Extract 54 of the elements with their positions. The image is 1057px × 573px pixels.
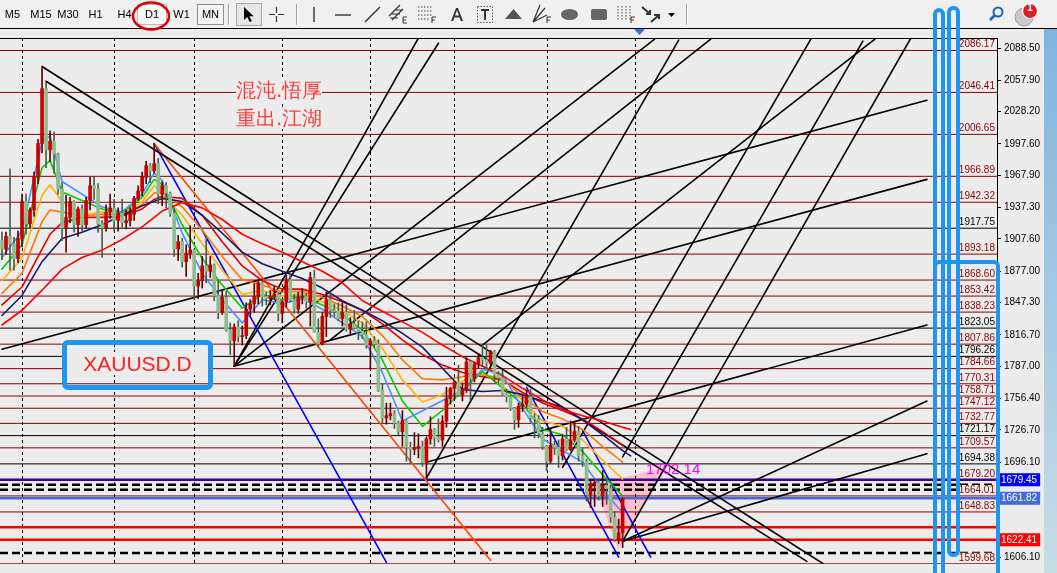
annotation: 1622.41 xyxy=(1001,534,1038,546)
y-tick-label: 1907.60 xyxy=(1004,232,1041,244)
ref-line-label: 2086.17 xyxy=(958,38,996,50)
ref-line-label: 1784.66 xyxy=(958,356,996,368)
y-tick-label: 1787.00 xyxy=(1004,359,1041,371)
text: H4 xyxy=(116,8,133,21)
annotation: 1679.45 xyxy=(1001,473,1038,485)
text: M30 xyxy=(56,8,80,21)
text: W1 xyxy=(172,8,191,21)
text: M5 xyxy=(3,8,22,21)
ref-line-label: 1966.89 xyxy=(958,164,996,176)
text: H1 xyxy=(87,8,104,21)
y-tick-label: 2028.20 xyxy=(1004,105,1041,117)
y-tick-label: 1606.10 xyxy=(1004,550,1041,562)
y-tick-label: 2057.90 xyxy=(1004,74,1041,86)
annotation: 混沌.悟厚 xyxy=(236,78,323,102)
annotation: XAUUSD.D xyxy=(67,352,208,376)
ref-line-label: 1823.05 xyxy=(958,315,996,327)
ref-line-label: 1709.57 xyxy=(958,435,996,447)
y-tick-label: 1997.60 xyxy=(1004,137,1041,149)
ref-line-label: 1732.77 xyxy=(958,411,996,423)
ref-line-label: 1807.86 xyxy=(958,331,996,343)
text: 1 xyxy=(1026,2,1034,14)
ref-line-label: 1838.23 xyxy=(958,299,996,311)
text: D1 xyxy=(143,8,161,21)
y-tick-label: 1816.70 xyxy=(1004,328,1041,340)
ref-line-label: 1917.75 xyxy=(958,215,996,227)
ref-line-label: 1599.68 xyxy=(958,551,996,563)
y-tick-label: 1696.10 xyxy=(1004,455,1041,467)
ref-line-label: 1942.32 xyxy=(958,190,996,202)
text: M15 xyxy=(29,8,53,21)
ref-line-label: 1747.12 xyxy=(958,395,996,407)
ref-line-label: 1648.83 xyxy=(958,499,996,511)
ref-line-label: 1664.01 xyxy=(958,483,996,495)
y-tick-label: 1726.70 xyxy=(1004,423,1041,435)
ref-line-label: 1694.38 xyxy=(958,451,996,463)
ref-line-label: 1796.26 xyxy=(958,344,996,356)
annotation: 重出.江湖 xyxy=(236,106,323,130)
ref-line-label: 1679.20 xyxy=(958,467,996,479)
ref-line-label: 1770.31 xyxy=(958,371,996,383)
y-tick-label: 1967.90 xyxy=(1004,169,1041,181)
y-tick-label: 1756.40 xyxy=(1004,392,1041,404)
ref-line-label: 1758.71 xyxy=(958,383,996,395)
ref-line-label: 1868.60 xyxy=(958,267,996,279)
y-tick-label: 1877.00 xyxy=(1004,264,1041,276)
ref-line-label: 1893.18 xyxy=(958,241,996,253)
y-tick-label: 1937.30 xyxy=(1004,201,1041,213)
ref-line-label: 1721.17 xyxy=(958,423,996,435)
annotation: 1661.82 xyxy=(1001,492,1038,504)
y-tick-label: 1847.30 xyxy=(1004,296,1041,308)
ref-line-label: 1853.42 xyxy=(958,283,996,295)
y-tick-label: 2088.50 xyxy=(1004,41,1041,53)
ref-line-label: 2046.41 xyxy=(958,80,996,92)
ref-line-label: 2006.65 xyxy=(958,122,996,134)
